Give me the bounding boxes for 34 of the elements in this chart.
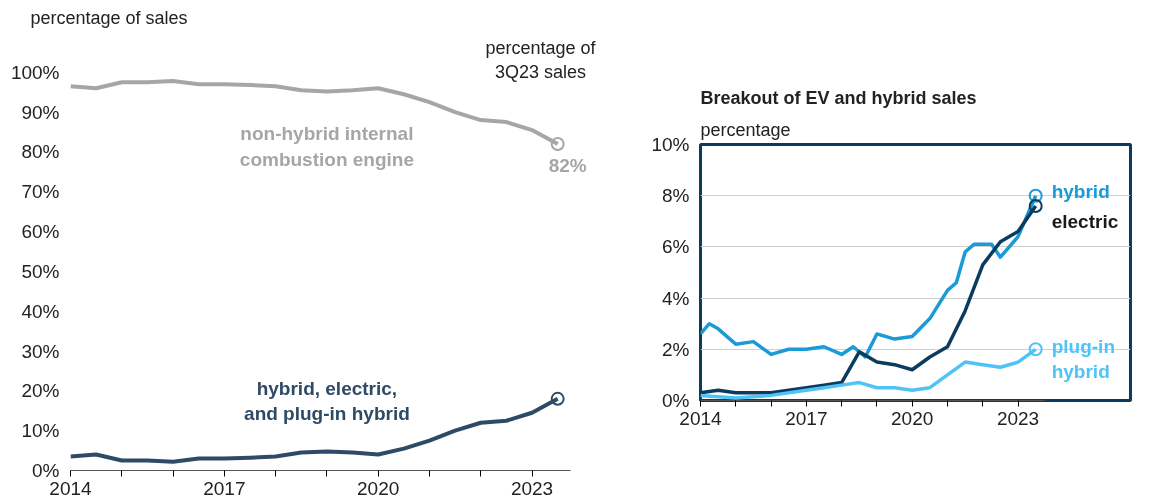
annotation: percentage of 3Q23 sales	[485, 38, 597, 83]
series-label: hybrid	[1051, 181, 1110, 203]
y-tick-label: 50%	[21, 260, 60, 282]
y-tick-label: 100%	[10, 61, 60, 83]
annotation: 82%	[548, 154, 587, 176]
y-tick-label: 20%	[21, 380, 60, 402]
series-label: electric	[1051, 211, 1119, 233]
series-label: plug-in hybrid	[1051, 336, 1115, 383]
y-tick-label: 40%	[21, 300, 60, 322]
series-label: hybrid, electric, and plug-in hybrid	[244, 378, 410, 425]
chart-title: Breakout of EV and hybrid sales	[700, 87, 977, 108]
y-tick-label: 70%	[21, 181, 60, 203]
x-tick-label: 2020	[357, 477, 400, 499]
y-tick-label: 6%	[662, 236, 690, 258]
y-tick-label: 80%	[21, 141, 60, 163]
y-axis-title: percentage of sales	[30, 7, 188, 28]
x-tick-label: 2020	[891, 407, 934, 429]
y-tick-label: 10%	[21, 420, 60, 442]
y-tick-label: 8%	[662, 185, 690, 207]
y-tick-label: 10%	[651, 134, 690, 155]
x-tick-label: 2023	[996, 407, 1040, 429]
y-tick-label: 30%	[21, 340, 60, 362]
x-tick-label: 2017	[785, 407, 828, 429]
point	[1028, 198, 1043, 213]
y-tick-label: 60%	[21, 221, 60, 243]
y-tick-label: 90%	[21, 101, 60, 123]
x-tick-label: 2017	[203, 477, 246, 499]
series-label: non-hybrid internal combustion engine	[239, 123, 415, 170]
y-axis-title: percentage	[700, 119, 791, 140]
point	[1028, 188, 1043, 203]
y-tick-label: 4%	[662, 287, 690, 309]
x-tick-label: 2023	[510, 477, 554, 499]
y-tick-label: 2%	[662, 338, 690, 360]
point	[1028, 342, 1043, 357]
